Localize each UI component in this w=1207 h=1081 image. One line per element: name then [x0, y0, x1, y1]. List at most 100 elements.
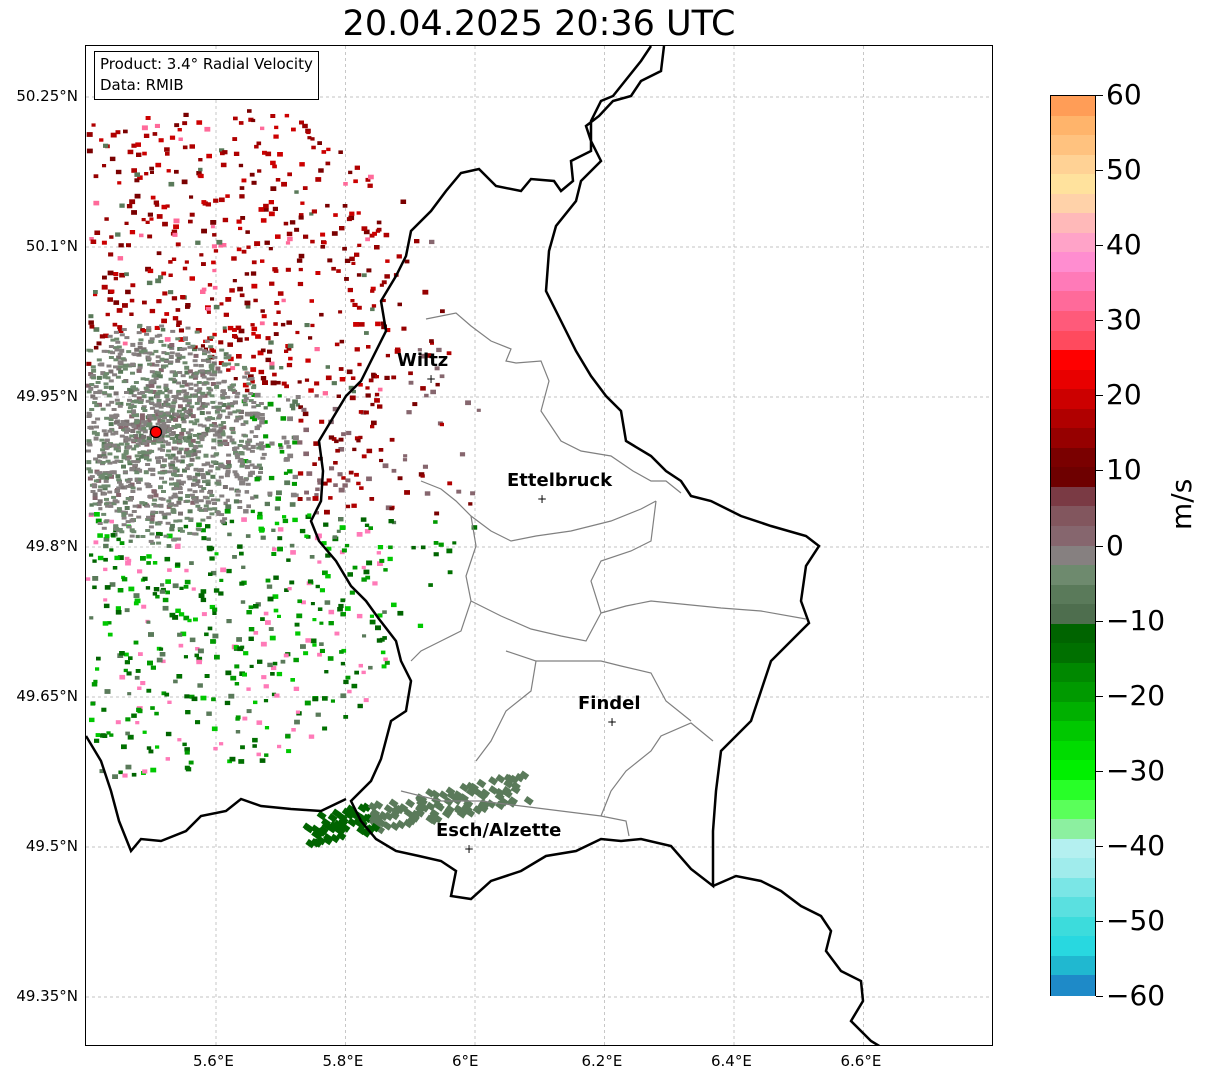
- echo-pixel: [196, 432, 202, 437]
- echo-pixel: [201, 262, 206, 266]
- echo-pixel: [384, 375, 390, 380]
- echo-pixel: [295, 395, 301, 399]
- echo-pixel: [165, 434, 171, 438]
- radar-map[interactable]: [85, 45, 993, 1046]
- echo-pixel: [118, 425, 124, 429]
- echo-pixel: [187, 476, 193, 481]
- echo-pixel: [149, 449, 155, 453]
- echo-pixel: [196, 381, 202, 384]
- echo-pixel: [232, 400, 238, 404]
- echo-pixel: [129, 312, 134, 316]
- echo-pixel: [287, 587, 292, 591]
- echo-pixel: [140, 424, 146, 428]
- echo-pixel: [374, 375, 379, 379]
- echo-pixel: [99, 473, 105, 476]
- echo-pixel: [269, 361, 275, 366]
- echo-pixel: [142, 349, 148, 353]
- echo-pixel: [192, 475, 198, 479]
- echo-pixel: [167, 568, 172, 572]
- echo-pixel: [140, 439, 146, 443]
- echo-pixel: [222, 329, 227, 333]
- echo-pixel: [105, 403, 111, 407]
- echo-pixel: [167, 389, 173, 394]
- echo-pixel: [156, 459, 161, 464]
- echo-pixel: [126, 525, 132, 529]
- echo-pixel: [158, 414, 164, 418]
- echo-pixel: [234, 395, 240, 399]
- echo-pixel: [365, 177, 371, 182]
- echo-pixel: [103, 333, 109, 339]
- echo-pixel: [334, 821, 345, 832]
- echo-pixel: [424, 491, 431, 496]
- echo-pixel: [140, 391, 145, 394]
- echo-pixel: [140, 377, 146, 381]
- echo-pixel: [110, 432, 116, 436]
- echo-pixel: [145, 529, 151, 532]
- echo-pixel: [109, 470, 115, 474]
- echo-pixel: [95, 381, 101, 384]
- echo-pixel: [145, 504, 151, 508]
- echo-pixel: [327, 813, 338, 823]
- echo-pixel: [344, 543, 350, 548]
- colorbar-segment: [1051, 565, 1095, 586]
- echo-pixel: [223, 312, 229, 317]
- echo-pixel: [137, 686, 142, 690]
- echo-pixel: [304, 490, 309, 495]
- echo-pixel: [184, 436, 190, 441]
- canton-boundary: [400, 790, 630, 837]
- echo-pixel: [211, 349, 217, 353]
- echo-pixel: [212, 268, 217, 273]
- echo-pixel: [321, 150, 327, 154]
- echo-pixel: [251, 283, 258, 289]
- echo-pixel: [181, 380, 187, 385]
- echo-pixel: [113, 358, 119, 362]
- echo-pixel: [343, 182, 348, 186]
- echo-pixel: [414, 239, 420, 244]
- echo-pixel: [236, 637, 242, 642]
- echo-pixel: [210, 570, 217, 576]
- echo-pixel: [144, 377, 150, 381]
- echo-pixel: [273, 322, 278, 326]
- echo-pixel: [211, 405, 217, 409]
- echo-pixel: [275, 234, 281, 239]
- france-germany-border: [712, 874, 881, 1045]
- echo-pixel: [94, 432, 100, 437]
- echo-pixel: [227, 325, 234, 331]
- echo-pixel: [255, 404, 261, 407]
- echo-pixel: [350, 376, 356, 380]
- echo-pixel: [168, 377, 174, 381]
- echo-pixel: [253, 700, 258, 705]
- x-tick-label: 5.8°E: [322, 1052, 364, 1070]
- echo-pixel: [166, 512, 172, 516]
- echo-pixel: [124, 442, 130, 446]
- echo-pixel: [312, 643, 317, 647]
- echo-pixel: [177, 371, 183, 374]
- colorbar-segment: [1051, 819, 1095, 840]
- echo-pixel: [109, 519, 114, 524]
- echo-pixel: [98, 507, 103, 511]
- echo-pixel: [130, 385, 136, 389]
- echo-pixel: [158, 532, 163, 536]
- echo-pixel: [412, 402, 418, 407]
- echo-pixel: [370, 286, 376, 291]
- echo-pixel: [107, 473, 113, 477]
- echo-pixel: [301, 407, 307, 412]
- echo-pixel: [202, 480, 207, 484]
- echo-pixel: [165, 590, 170, 595]
- echo-pixel: [225, 471, 231, 475]
- echo-pixel: [241, 249, 247, 254]
- echo-pixel: [272, 164, 277, 169]
- echo-pixel: [180, 355, 186, 359]
- echo-pixel: [161, 490, 166, 493]
- echo-pixel: [104, 439, 110, 443]
- echo-pixel: [281, 381, 287, 386]
- echo-pixel: [107, 632, 113, 637]
- echo-pixel: [273, 134, 279, 139]
- echo-pixel: [97, 454, 103, 459]
- echo-pixel: [361, 454, 367, 459]
- echo-pixel: [183, 524, 189, 529]
- echo-pixel: [265, 151, 272, 157]
- colorbar-tick-label: 50: [1106, 153, 1142, 187]
- echo-pixel: [106, 393, 112, 398]
- echo-pixel: [276, 310, 281, 314]
